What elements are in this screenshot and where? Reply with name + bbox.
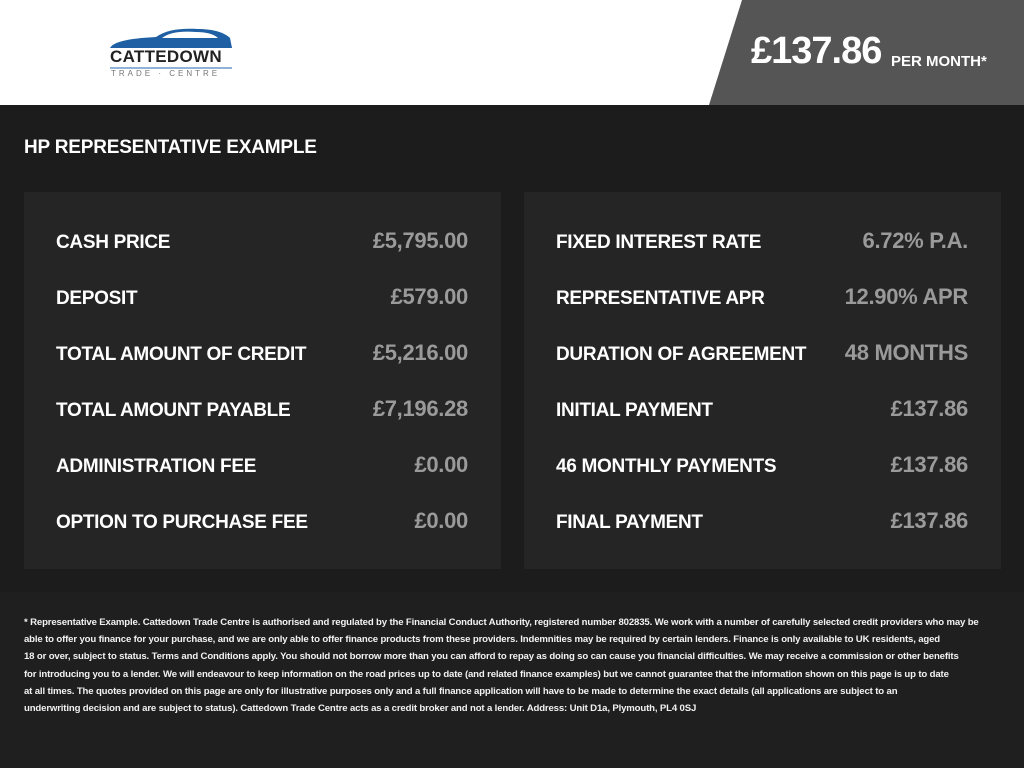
row-label: DEPOSIT bbox=[56, 288, 138, 309]
row-label: INITIAL PAYMENT bbox=[556, 400, 713, 421]
disclaimer-line: underwriting decision and are subject to… bbox=[24, 703, 697, 714]
row-label: 46 MONTHLY PAYMENTS bbox=[556, 456, 777, 477]
disclaimer-line: at all times. The quotes provided on thi… bbox=[24, 685, 898, 697]
row-label: DURATION OF AGREEMENT bbox=[556, 344, 807, 365]
row-value: 48 MONTHS bbox=[844, 340, 969, 365]
finance-row: DURATION OF AGREEMENT 48 MONTHS bbox=[556, 340, 968, 370]
row-value: £137.86 bbox=[890, 396, 969, 421]
finance-row: INITIAL PAYMENT £137.86 bbox=[556, 396, 968, 426]
finance-row: TOTAL AMOUNT PAYABLE £7,196.28 bbox=[56, 396, 468, 426]
disclaimer-line: 18 or over, subject to status. Terms and… bbox=[24, 651, 959, 663]
finance-row: 46 MONTHLY PAYMENTS £137.86 bbox=[556, 452, 968, 482]
finance-panel-left: CASH PRICE £5,795.00 DEPOSIT £579.00 TOTAL A… bbox=[24, 192, 501, 569]
row-value: £0.00 bbox=[414, 452, 468, 477]
finance-row: CASH PRICE £5,795.00 bbox=[56, 228, 468, 258]
monthly-price: £137.86 bbox=[751, 30, 882, 72]
finance-row: ADMINISTRATION FEE £0.00 bbox=[56, 452, 468, 482]
logo[interactable]: CATTEDOWN TRADE · CENTRE bbox=[108, 26, 234, 80]
finance-row: FIXED INTEREST RATE 6.72% P.A. bbox=[556, 228, 968, 258]
row-label: CASH PRICE bbox=[56, 232, 171, 253]
row-value: £137.86 bbox=[890, 508, 969, 533]
disclaimer-line: for introducing you to a lender. We will… bbox=[24, 668, 949, 680]
monthly-price-box: £137.86 PER MONTH* bbox=[709, 0, 1024, 105]
row-label: REPRESENTATIVE APR bbox=[556, 288, 765, 309]
row-label: FINAL PAYMENT bbox=[556, 512, 703, 533]
row-label: TOTAL AMOUNT OF CREDIT bbox=[56, 344, 307, 365]
disclaimer: * Representative Example. Cattedown Trad… bbox=[0, 592, 1024, 768]
row-label: TOTAL AMOUNT PAYABLE bbox=[56, 400, 291, 421]
section-title: HP REPRESENTATIVE EXAMPLE bbox=[24, 137, 317, 158]
row-label: FIXED INTEREST RATE bbox=[556, 232, 762, 253]
row-value: £137.86 bbox=[890, 452, 969, 477]
row-value: £0.00 bbox=[414, 508, 468, 533]
row-value: £5,216.00 bbox=[372, 340, 468, 365]
row-label: ADMINISTRATION FEE bbox=[56, 456, 257, 477]
logo-subtitle: TRADE · CENTRE bbox=[111, 69, 221, 78]
finance-panel-right: FIXED INTEREST RATE 6.72% P.A. REPRESENTAT… bbox=[524, 192, 1001, 569]
finance-row: DEPOSIT £579.00 bbox=[56, 284, 468, 314]
finance-row: TOTAL AMOUNT OF CREDIT £5,216.00 bbox=[56, 340, 468, 370]
per-month-label: PER MONTH* bbox=[891, 53, 987, 70]
row-value: 6.72% P.A. bbox=[862, 228, 969, 253]
logo-name: CATTEDOWN bbox=[110, 47, 222, 66]
finance-row: FINAL PAYMENT £137.86 bbox=[556, 508, 968, 538]
row-value: £5,795.00 bbox=[372, 228, 468, 253]
finance-row: REPRESENTATIVE APR 12.90% APR bbox=[556, 284, 968, 314]
disclaimer-line: able to offer you finance for your purch… bbox=[24, 634, 941, 646]
disclaimer-line: * Representative Example. Cattedown Trad… bbox=[24, 617, 979, 628]
car-logo-icon bbox=[110, 28, 232, 48]
row-value: £7,196.28 bbox=[372, 396, 468, 421]
header: CATTEDOWN TRADE · CENTRE £137.86 PER MON… bbox=[0, 0, 1024, 105]
logo-divider bbox=[110, 67, 232, 69]
row-value: £579.00 bbox=[390, 284, 469, 309]
finance-row: OPTION TO PURCHASE FEE £0.00 bbox=[56, 508, 468, 538]
row-label: OPTION TO PURCHASE FEE bbox=[56, 512, 308, 533]
row-value: 12.90% APR bbox=[844, 284, 969, 309]
